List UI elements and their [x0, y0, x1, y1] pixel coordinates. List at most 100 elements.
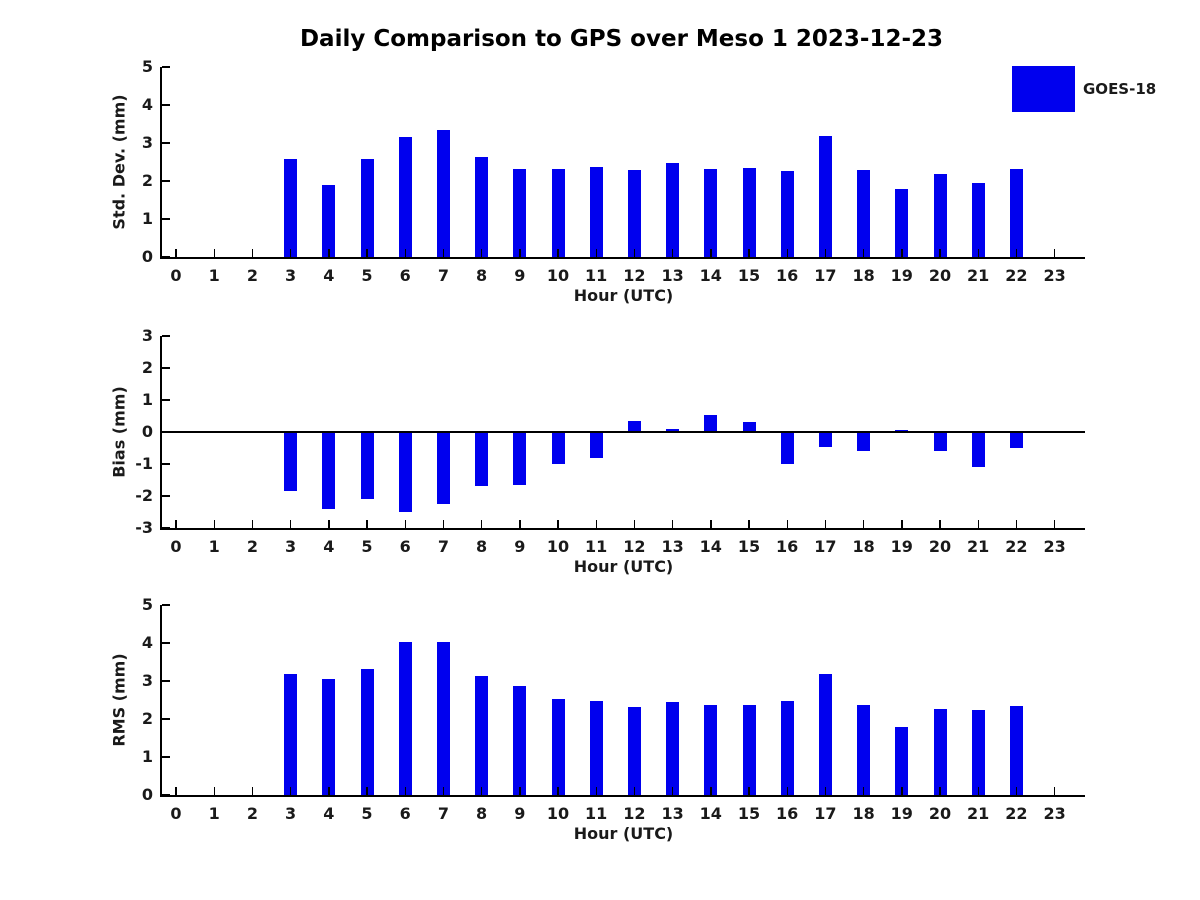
- y-tick-label: 2: [141, 171, 153, 190]
- x-tick-label: 19: [890, 804, 913, 823]
- y-tick: [162, 104, 170, 106]
- bar-bias-hour-10: [551, 432, 565, 464]
- x-tick: [213, 787, 215, 795]
- bar-bias-hour-3: [284, 432, 298, 492]
- x-tick-label: 18: [852, 266, 875, 285]
- y-tick-label: 3: [141, 133, 153, 152]
- x-tick: [519, 787, 521, 795]
- x-tick-label: 4: [323, 266, 335, 285]
- x-tick: [748, 787, 750, 795]
- x-tick-label: 8: [476, 537, 488, 556]
- x-tick-label: 8: [476, 804, 488, 823]
- x-tick-label: 13: [661, 266, 684, 285]
- x-tick: [404, 520, 406, 528]
- x-tick-label: 14: [699, 537, 722, 556]
- y-tick: [162, 256, 170, 258]
- bar-rms-hour-12: [627, 707, 641, 795]
- x-tick: [328, 249, 330, 257]
- x-tick: [595, 249, 597, 257]
- x-tick-label: 12: [623, 537, 646, 556]
- x-tick-label: 18: [852, 804, 875, 823]
- x-tick-label: 2: [246, 804, 258, 823]
- y-axis-label: RMS (mm): [109, 653, 129, 747]
- bar-rms-hour-13: [666, 701, 680, 795]
- y-tick-label: 1: [141, 390, 153, 409]
- y-tick: [162, 399, 170, 401]
- x-tick-label: 6: [399, 537, 411, 556]
- y-tick: [162, 335, 170, 337]
- y-tick-label: -3: [135, 518, 153, 537]
- bar-rms-hour-16: [780, 701, 794, 795]
- x-tick-label: 6: [399, 266, 411, 285]
- subplot-rms: 0 1 2 3 4 5 6 7 8 9 10 11 12 13 14 15 16 17 18 19 20 21 22 23 0 1…: [142, 595, 1085, 843]
- y-tick: [162, 642, 170, 644]
- bar-bias-hour-19: [895, 430, 909, 432]
- x-tick: [977, 520, 979, 528]
- x-tick-label: 1: [208, 804, 220, 823]
- y-tick: [162, 718, 170, 720]
- bar-rms-hour-17: [818, 673, 832, 795]
- x-tick: [671, 249, 674, 257]
- x-tick-label: 3: [285, 266, 297, 285]
- x-tick: [328, 520, 330, 528]
- x-tick: [710, 787, 712, 795]
- x-tick: [289, 520, 292, 528]
- y-tick-label: 0: [141, 422, 153, 441]
- bar-bias-hour-6: [398, 432, 412, 512]
- x-tick-label: 15: [737, 804, 761, 823]
- x-tick-label: 10: [546, 266, 570, 285]
- bar-rms-hour-15: [742, 704, 756, 795]
- x-axis-label: Hour (UTC): [573, 557, 674, 576]
- x-tick: [824, 787, 827, 795]
- y-tick: [162, 463, 170, 465]
- y-tick: [162, 66, 170, 68]
- bar-std-dev-hour-15: [742, 168, 756, 257]
- x-tick-label: 6: [399, 804, 411, 823]
- x-tick-label: 21: [967, 266, 990, 285]
- x-tick: [671, 520, 674, 528]
- bar-rms-hour-5: [360, 668, 374, 795]
- x-tick: [404, 249, 406, 257]
- x-tick: [862, 249, 865, 257]
- bar-std-dev-hour-6: [398, 137, 412, 257]
- x-tick: [1053, 520, 1056, 528]
- x-tick-label: 20: [928, 266, 952, 285]
- x-tick: [824, 520, 827, 528]
- y-axis-label: Std. Dev. (mm): [109, 94, 129, 230]
- y-tick: [162, 142, 170, 144]
- bar-bias-hour-15: [742, 422, 756, 432]
- x-tick-label: 7: [437, 537, 449, 556]
- y-tick-label: 1: [141, 209, 153, 228]
- x-tick-label: 16: [776, 266, 799, 285]
- x-tick: [595, 787, 597, 795]
- bar-bias-hour-12: [627, 421, 641, 432]
- bar-std-dev-hour-13: [666, 163, 680, 257]
- x-tick: [1053, 249, 1056, 257]
- x-tick-label: 17: [814, 266, 837, 285]
- x-tick-label: 19: [890, 537, 913, 556]
- bar-bias-hour-11: [589, 432, 603, 458]
- bar-std-dev-hour-17: [818, 135, 832, 257]
- x-tick-label: 5: [361, 804, 373, 823]
- y-tick: [162, 218, 170, 220]
- x-tick-label: 8: [476, 266, 488, 285]
- y-tick: [162, 180, 170, 182]
- x-tick-label: 16: [776, 804, 799, 823]
- x-tick-label: 19: [890, 266, 913, 285]
- x-tick-label: 15: [737, 537, 761, 556]
- y-tick-label: 3: [141, 326, 153, 345]
- x-tick-label: 16: [776, 537, 799, 556]
- bar-rms-hour-20: [933, 708, 947, 795]
- subplot-std-dev: 0 1 2 3 4 5 6 7 8 9 10 11 12 13 14 15 16 17 18 19 20 21 22 23 0 1…: [142, 57, 1085, 305]
- x-tick-label: 4: [323, 804, 335, 823]
- x-tick-label: 12: [623, 266, 646, 285]
- x-tick: [289, 787, 292, 795]
- bar-rms-hour-21: [971, 710, 985, 795]
- x-tick: [251, 520, 254, 528]
- bar-rms-hour-4: [322, 678, 336, 795]
- x-tick: [671, 787, 674, 795]
- x-tick-label: 2: [246, 537, 258, 556]
- x-tick-label: 20: [928, 804, 952, 823]
- x-tick: [1053, 787, 1056, 795]
